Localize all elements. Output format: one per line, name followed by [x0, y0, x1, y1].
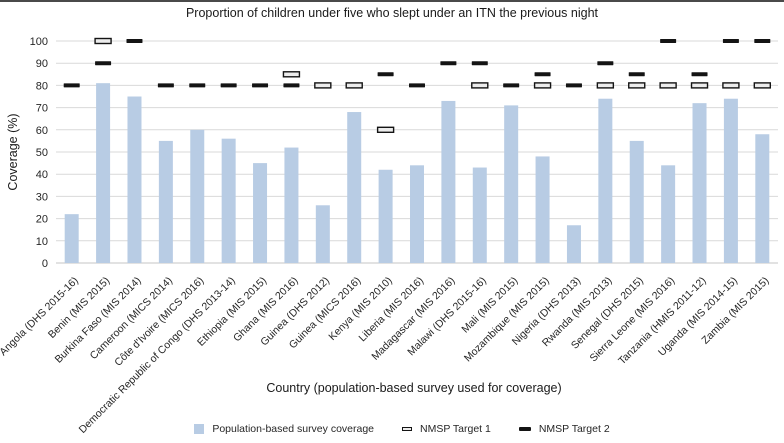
target2-marker [660, 39, 677, 43]
y-tick-label: 50 [36, 147, 48, 159]
legend-label-target1: NMSP Target 1 [420, 423, 491, 435]
bar [441, 100, 456, 263]
bar [661, 165, 676, 263]
x-axis-title: Country (population-based survey used fo… [266, 381, 562, 395]
target2-marker [503, 83, 520, 88]
bar [504, 105, 519, 263]
target1-marker [628, 82, 646, 89]
target2-marker [283, 83, 300, 88]
target2-marker [252, 83, 269, 88]
target2-marker [157, 83, 174, 88]
target1-marker [376, 126, 395, 134]
legend: Population-based survey coverage NMSP Ta… [20, 423, 784, 435]
target2-marker [597, 61, 614, 66]
y-tick-label: 70 [36, 103, 48, 115]
bar [598, 98, 613, 263]
target2-marker [63, 83, 80, 88]
target1-marker [471, 82, 489, 89]
bar [692, 103, 707, 263]
bar [472, 167, 487, 263]
target2-marker [471, 61, 488, 66]
target2-marker [722, 39, 739, 43]
target2-marker [628, 72, 645, 77]
legend-item-target1: NMSP Target 1 [402, 423, 491, 435]
legend-item-target2: NMSP Target 2 [518, 423, 610, 435]
target1-marker [314, 82, 332, 89]
y-tick-label: 90 [36, 58, 48, 70]
y-tick-label: 30 [36, 191, 48, 203]
target1-marker [596, 82, 615, 89]
x-tick-label: Mali (MIS 2015) [459, 275, 520, 336]
y-tick-label: 10 [36, 236, 48, 248]
bar [347, 112, 362, 263]
target2-marker [126, 39, 143, 43]
target1-marker [533, 82, 552, 89]
legend-label-target2: NMSP Target 2 [538, 423, 610, 435]
bar [253, 163, 268, 263]
bars-group [64, 83, 770, 264]
bar [64, 214, 79, 263]
target2-marker [754, 39, 771, 43]
target2-marker [409, 83, 425, 88]
figure-top-rule [0, 0, 784, 2]
target1-marker [690, 82, 709, 89]
target1-marker [94, 37, 112, 45]
bar [629, 140, 644, 263]
y-tick-label: 40 [36, 169, 48, 181]
bar-swatch-icon [194, 424, 205, 434]
bar [755, 134, 770, 263]
target2-marker [440, 61, 457, 66]
bar [315, 205, 330, 263]
legend-item-coverage: Population-based survey coverage [194, 423, 374, 435]
target1-marker [345, 82, 363, 89]
y-axis-title: Coverage (%) [6, 113, 20, 190]
target2-marker [534, 72, 551, 77]
target1-marker [722, 82, 740, 89]
bar [535, 156, 550, 263]
target1-marker [282, 71, 301, 78]
target2-marker [95, 61, 112, 66]
y-tick-label: 80 [36, 80, 48, 92]
bar [190, 129, 205, 263]
target1-marker [659, 82, 677, 89]
bar [221, 138, 236, 263]
bar [158, 140, 173, 263]
bar [96, 83, 111, 264]
x-tick-labels-group: Angola (DHS 2015-16)Benin (MIS 2015)Burk… [0, 275, 771, 436]
bar [127, 96, 142, 263]
bar [410, 165, 424, 263]
y-tick-label: 0 [42, 258, 48, 270]
bar [378, 169, 393, 263]
target2-marker [189, 83, 206, 88]
bar [284, 147, 299, 263]
y-tick-label: 60 [36, 125, 48, 137]
solid-dash-icon [518, 427, 531, 431]
target2-marker [565, 83, 582, 88]
y-tick-label: 20 [36, 214, 48, 226]
open-dash-icon [402, 427, 413, 431]
legend-label-coverage: Population-based survey coverage [212, 423, 375, 435]
target2-marker [377, 72, 394, 77]
target2-marker [691, 72, 708, 77]
target1-marker [753, 82, 772, 89]
target2-marker [220, 83, 237, 88]
y-tick-label: 100 [30, 36, 48, 48]
bar [723, 98, 738, 263]
y-tick-labels-group: 0 10 20 30 40 50 60 70 80 90 100 [30, 36, 48, 270]
bar [566, 225, 581, 263]
chart-title: Proportion of children under five who sl… [185, 6, 599, 20]
target-markers-group [63, 37, 772, 134]
